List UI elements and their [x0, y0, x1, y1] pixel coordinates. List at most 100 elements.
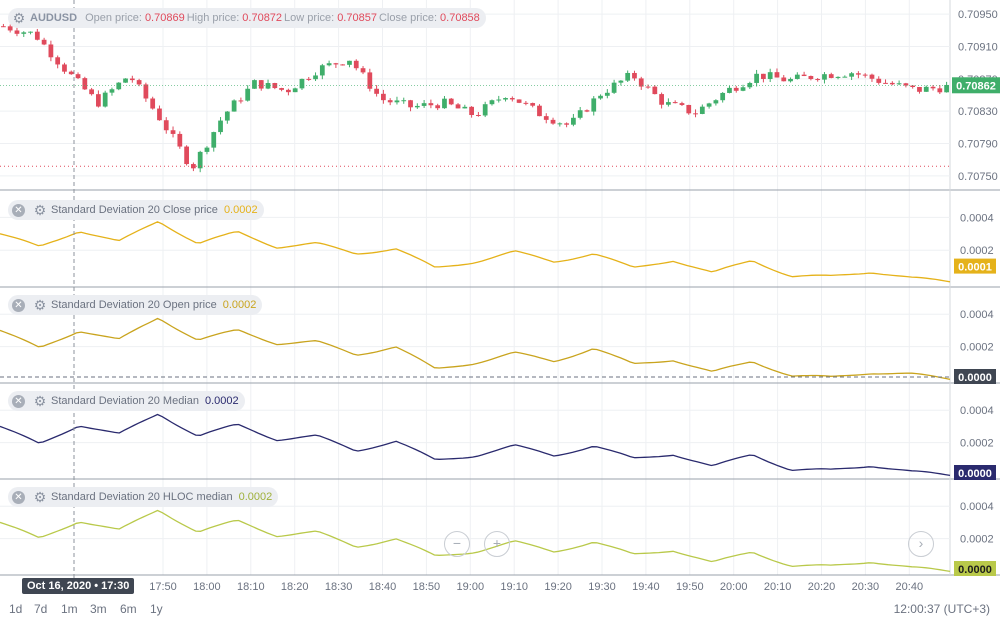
candle-body: [62, 64, 67, 72]
timeframe-3m[interactable]: 3m: [90, 602, 107, 616]
candle-body: [116, 82, 122, 90]
candle-body: [571, 117, 576, 125]
candle-body: [883, 82, 888, 84]
candle-body: [75, 74, 81, 79]
candle-body: [856, 73, 861, 75]
gear-icon[interactable]: ⚙: [33, 202, 47, 218]
candle-body: [462, 106, 468, 109]
candle-body: [102, 92, 108, 107]
price-tick-label: 0.70950: [958, 9, 998, 21]
symbol-label: AUDUSD: [30, 12, 78, 24]
indicator-name: Standard Deviation 20 Open price: [51, 299, 217, 311]
time-tick-label: 19:50: [676, 581, 704, 593]
candle-body: [224, 111, 230, 121]
candle-body: [869, 74, 875, 79]
candle-body: [319, 65, 325, 76]
indicator-name: Standard Deviation 20 Close price: [51, 204, 218, 216]
gear-icon[interactable]: ⚙: [12, 10, 26, 26]
candle-body: [170, 130, 176, 134]
indicator-last-tag: [954, 465, 996, 480]
candle-body: [442, 98, 447, 109]
candle-body: [937, 88, 943, 93]
candle-body: [740, 87, 746, 91]
indicator-tick-label: 0.0002: [960, 342, 994, 354]
candle-body: [693, 113, 698, 115]
candle-body: [21, 32, 27, 34]
gear-icon[interactable]: ⚙: [33, 489, 47, 505]
indicator-last-label: 0.0001: [958, 262, 992, 274]
candle-body: [822, 74, 827, 80]
candle-body: [896, 83, 902, 85]
indicator-line: [0, 221, 951, 283]
candle-body: [48, 44, 54, 58]
crosshair-time-label: Oct 16, 2020 • 17:30: [22, 578, 135, 594]
candle-body: [299, 78, 305, 89]
candle-body: [618, 80, 624, 83]
scroll-right-button[interactable]: ›: [908, 531, 934, 557]
zoom-out-button[interactable]: −: [444, 531, 470, 557]
last-price-label: 0.70862: [956, 80, 996, 92]
candle-body: [761, 73, 766, 79]
candle-body: [652, 86, 658, 95]
candle-body: [842, 76, 848, 78]
timeframe-1d[interactable]: 1d: [9, 602, 23, 616]
candle-body: [129, 78, 135, 81]
zoom-in-button[interactable]: +: [484, 531, 510, 557]
candle-body: [469, 106, 474, 115]
candle-body: [679, 103, 685, 105]
candle-body: [849, 73, 854, 77]
candle-body: [788, 78, 793, 82]
candle-body: [286, 89, 291, 93]
timeframe-1m[interactable]: 1m: [61, 602, 78, 616]
candle-body: [754, 73, 759, 83]
candle-body: [537, 105, 542, 117]
candle-body: [265, 83, 271, 89]
indicator-legend-close: ✕ ⚙ Standard Deviation 20 Close price 0.0…: [8, 200, 264, 220]
candle-body: [306, 78, 312, 80]
candle-body: [89, 89, 94, 95]
close-icon[interactable]: ✕: [12, 298, 25, 312]
candle-body: [577, 110, 583, 118]
close-icon[interactable]: ✕: [12, 203, 25, 217]
candle-body: [381, 93, 386, 101]
candle-body: [503, 98, 508, 100]
gear-icon[interactable]: ⚙: [33, 393, 47, 409]
candle-body: [557, 123, 563, 125]
gear-icon[interactable]: ⚙: [33, 297, 47, 313]
candle-body: [699, 106, 705, 114]
candle-body: [604, 92, 610, 96]
time-tick-label: 17:50: [149, 581, 177, 593]
candle-body: [394, 100, 400, 103]
close-icon[interactable]: ✕: [12, 490, 25, 504]
indicator-value: 0.0002: [222, 299, 257, 311]
candle-body: [455, 104, 461, 109]
candle-body: [143, 84, 149, 99]
candle-body: [231, 100, 237, 112]
candle-body: [862, 74, 868, 76]
candle-body: [523, 102, 529, 104]
indicator-value: 0.0002: [223, 204, 258, 216]
candle-body: [476, 114, 481, 116]
indicator-name: Standard Deviation 20 HLOC median: [51, 491, 233, 503]
candle-body: [367, 72, 373, 89]
candle-body: [177, 133, 183, 147]
indicator-tick-label: 0.0004: [960, 212, 994, 224]
timeframe-1y[interactable]: 1y: [150, 602, 163, 616]
candle-body: [123, 78, 128, 83]
time-tick-label: 18:50: [413, 581, 441, 593]
candle-body: [401, 100, 407, 102]
close-icon[interactable]: ✕: [12, 394, 25, 408]
indicator-tick-label: 0.0002: [960, 534, 994, 546]
candle-body: [910, 85, 916, 88]
candle-body: [611, 82, 617, 93]
price-tick-label: 0.70750: [958, 171, 998, 183]
timeframe-7d[interactable]: 7d: [34, 602, 48, 616]
candle-body: [387, 100, 393, 103]
candle-body: [713, 100, 719, 104]
candle-body: [543, 116, 549, 120]
candle-body: [489, 100, 495, 105]
timeframe-6m[interactable]: 6m: [120, 602, 137, 616]
indicator-tick-label: 0.0004: [960, 501, 994, 513]
indicator-tick-label: 0.0002: [960, 245, 994, 257]
